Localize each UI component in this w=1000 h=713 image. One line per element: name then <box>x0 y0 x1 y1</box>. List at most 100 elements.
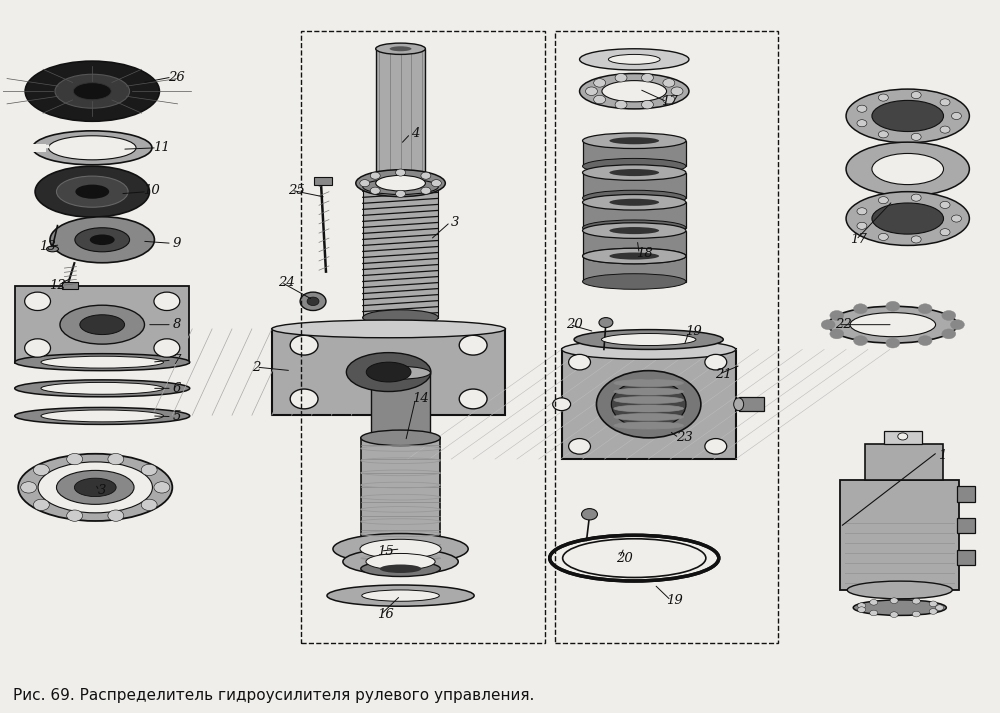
Text: 26: 26 <box>168 71 185 83</box>
Ellipse shape <box>90 235 115 245</box>
Ellipse shape <box>41 382 163 394</box>
Circle shape <box>459 335 487 355</box>
Circle shape <box>857 120 867 127</box>
Ellipse shape <box>376 174 425 185</box>
Ellipse shape <box>41 410 163 422</box>
Ellipse shape <box>609 199 659 206</box>
Circle shape <box>857 207 867 215</box>
Ellipse shape <box>583 165 686 180</box>
Bar <box>562 349 736 459</box>
Circle shape <box>886 338 900 348</box>
Ellipse shape <box>562 339 736 359</box>
Circle shape <box>370 172 380 179</box>
Ellipse shape <box>272 320 505 338</box>
Bar <box>583 173 686 198</box>
Circle shape <box>154 339 180 357</box>
Ellipse shape <box>872 203 944 234</box>
Ellipse shape <box>853 600 946 615</box>
Circle shape <box>421 187 431 194</box>
Circle shape <box>870 600 878 605</box>
Circle shape <box>942 329 956 339</box>
Ellipse shape <box>609 227 659 234</box>
Ellipse shape <box>55 74 130 108</box>
Text: 13: 13 <box>39 240 56 253</box>
Ellipse shape <box>614 396 683 404</box>
Circle shape <box>942 311 956 320</box>
Circle shape <box>594 78 606 87</box>
Ellipse shape <box>333 533 468 564</box>
Text: 14: 14 <box>412 392 429 406</box>
Bar <box>583 256 686 282</box>
Circle shape <box>911 194 921 201</box>
Ellipse shape <box>734 398 744 411</box>
Text: 18: 18 <box>636 247 653 260</box>
Circle shape <box>569 354 590 370</box>
Circle shape <box>396 190 406 198</box>
Ellipse shape <box>872 101 944 131</box>
Ellipse shape <box>828 307 957 343</box>
Circle shape <box>705 354 727 370</box>
Circle shape <box>154 292 180 311</box>
Ellipse shape <box>366 553 435 570</box>
Text: 1: 1 <box>938 449 947 462</box>
Ellipse shape <box>608 54 660 64</box>
Text: 15: 15 <box>377 545 394 558</box>
Ellipse shape <box>47 246 58 252</box>
Ellipse shape <box>362 590 439 601</box>
Ellipse shape <box>60 305 144 344</box>
Circle shape <box>857 222 867 230</box>
Circle shape <box>67 510 83 521</box>
Circle shape <box>108 510 124 521</box>
Ellipse shape <box>872 153 944 185</box>
Circle shape <box>360 180 370 187</box>
Circle shape <box>671 87 683 96</box>
Ellipse shape <box>583 133 686 148</box>
Ellipse shape <box>33 130 152 165</box>
Circle shape <box>940 99 950 106</box>
Text: 25: 25 <box>288 184 305 197</box>
Ellipse shape <box>356 170 445 197</box>
Bar <box>272 329 505 415</box>
Ellipse shape <box>73 83 111 100</box>
Circle shape <box>21 482 37 493</box>
Circle shape <box>615 73 627 82</box>
Circle shape <box>870 610 878 616</box>
Circle shape <box>67 453 83 465</box>
Bar <box>363 187 438 317</box>
Circle shape <box>421 172 431 179</box>
Text: 9: 9 <box>173 237 181 250</box>
Circle shape <box>33 499 49 511</box>
Ellipse shape <box>75 227 130 252</box>
Circle shape <box>911 133 921 140</box>
Circle shape <box>878 130 888 138</box>
Ellipse shape <box>49 135 136 160</box>
Circle shape <box>912 598 920 604</box>
Bar <box>957 550 975 565</box>
Bar <box>865 443 943 481</box>
Circle shape <box>599 317 613 327</box>
Ellipse shape <box>346 353 431 391</box>
Text: 3: 3 <box>451 215 459 229</box>
Ellipse shape <box>360 539 441 558</box>
Ellipse shape <box>614 388 683 395</box>
Circle shape <box>641 101 653 109</box>
Ellipse shape <box>74 478 116 496</box>
Ellipse shape <box>847 581 952 599</box>
Circle shape <box>951 215 961 222</box>
Ellipse shape <box>371 431 430 444</box>
Ellipse shape <box>580 48 689 70</box>
Bar <box>314 177 332 185</box>
Bar <box>739 397 764 411</box>
Circle shape <box>705 438 727 454</box>
Circle shape <box>918 336 932 346</box>
Text: 19: 19 <box>666 594 682 607</box>
Circle shape <box>141 464 157 476</box>
Circle shape <box>33 464 49 476</box>
Bar <box>28 143 46 152</box>
Circle shape <box>911 91 921 98</box>
Circle shape <box>594 96 606 104</box>
Ellipse shape <box>596 371 701 438</box>
Ellipse shape <box>609 169 659 176</box>
Circle shape <box>858 602 866 608</box>
Bar <box>376 48 425 180</box>
